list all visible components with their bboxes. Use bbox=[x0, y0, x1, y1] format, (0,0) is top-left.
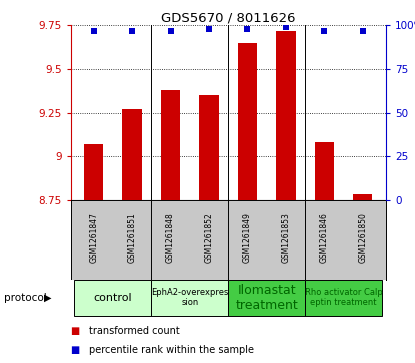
Text: GSM1261851: GSM1261851 bbox=[127, 213, 137, 264]
Text: ■: ■ bbox=[71, 345, 80, 355]
Text: ■: ■ bbox=[71, 326, 80, 336]
Point bbox=[359, 28, 366, 33]
Bar bbox=[276, 30, 295, 200]
Text: control: control bbox=[93, 293, 132, 303]
Text: GSM1261846: GSM1261846 bbox=[320, 213, 329, 264]
Bar bbox=[315, 142, 334, 200]
Point bbox=[321, 28, 328, 33]
Bar bbox=[228, 280, 305, 316]
Bar bbox=[199, 95, 219, 200]
Text: transformed count: transformed count bbox=[89, 326, 180, 336]
Bar bbox=[161, 90, 180, 200]
Text: Ilomastat
treatment: Ilomastat treatment bbox=[235, 284, 298, 312]
Text: GSM1261847: GSM1261847 bbox=[89, 213, 98, 264]
Text: GSM1261850: GSM1261850 bbox=[359, 213, 367, 264]
Text: GSM1261848: GSM1261848 bbox=[166, 213, 175, 264]
Text: GSM1261853: GSM1261853 bbox=[281, 213, 290, 264]
Point bbox=[167, 28, 174, 33]
Bar bbox=[122, 109, 142, 200]
Point bbox=[244, 26, 251, 32]
Text: percentile rank within the sample: percentile rank within the sample bbox=[89, 345, 254, 355]
Bar bbox=[74, 280, 151, 316]
Title: GDS5670 / 8011626: GDS5670 / 8011626 bbox=[161, 11, 295, 24]
Text: EphA2-overexpres
sion: EphA2-overexpres sion bbox=[151, 288, 229, 307]
Point bbox=[206, 26, 212, 32]
Text: Rho activator Calp
eptin treatment: Rho activator Calp eptin treatment bbox=[305, 288, 383, 307]
Bar bbox=[305, 280, 382, 316]
Bar bbox=[238, 43, 257, 200]
Point bbox=[283, 24, 289, 30]
Text: protocol: protocol bbox=[4, 293, 47, 303]
Text: GSM1261849: GSM1261849 bbox=[243, 213, 252, 264]
Bar bbox=[353, 195, 373, 200]
Text: ▶: ▶ bbox=[44, 293, 51, 303]
Text: GSM1261852: GSM1261852 bbox=[205, 213, 214, 264]
Bar bbox=[84, 144, 103, 200]
Bar bbox=[151, 280, 228, 316]
Point bbox=[90, 28, 97, 33]
Point bbox=[129, 28, 135, 33]
